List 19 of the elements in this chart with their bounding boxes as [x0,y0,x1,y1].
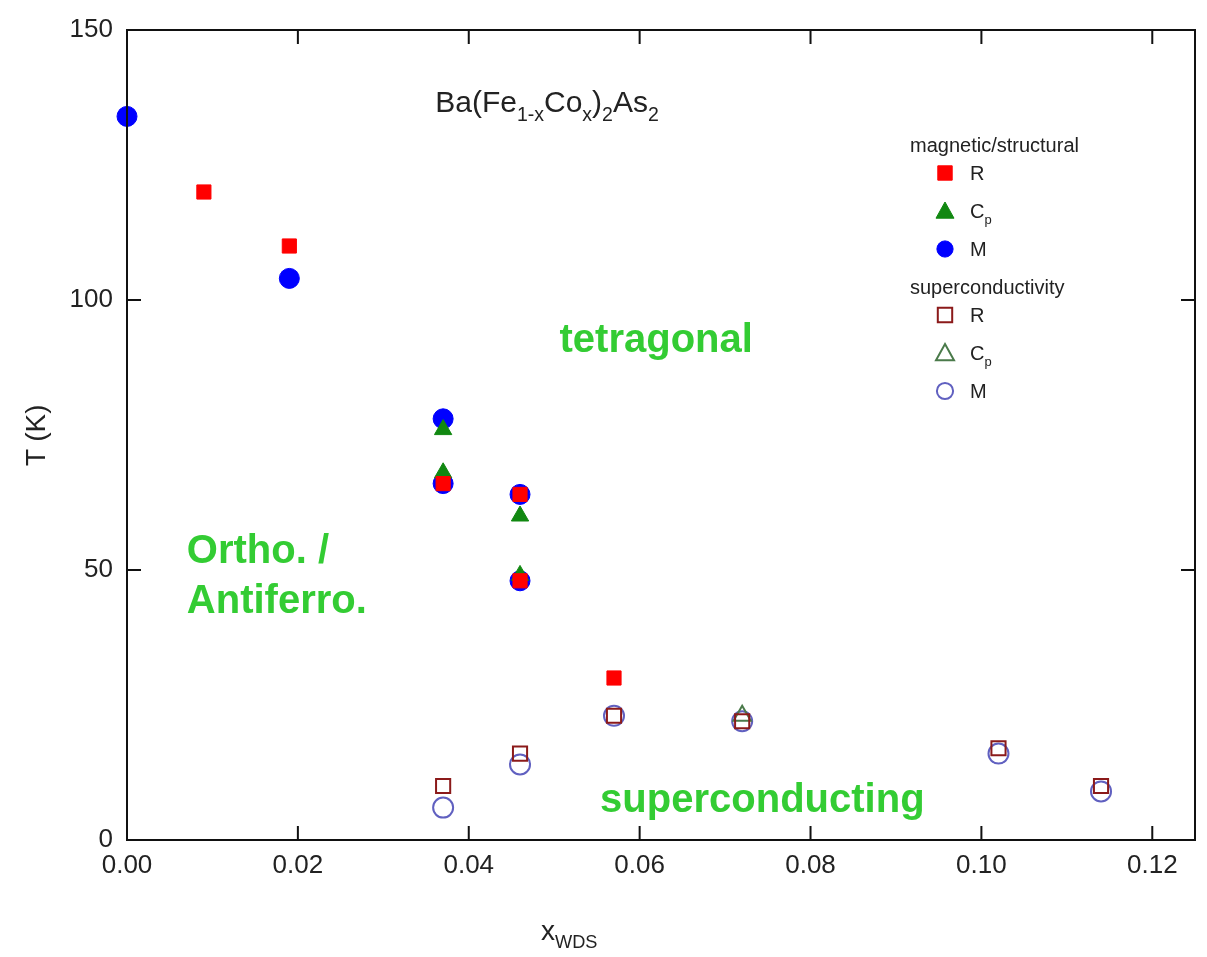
annotation: Ortho. / Antiferro. [186,526,367,621]
legend-label: M [970,238,987,260]
y-tick-label: 50 [84,553,113,584]
y-tick-label: 150 [69,13,113,44]
annotation: superconductivity [910,276,1065,298]
x-tick-label: 0.02 [272,848,324,879]
legend-label: M [970,380,987,402]
x-tick-label: 0.06 [614,848,665,879]
legend-label: R [970,304,985,326]
x-tick-label: 0.12 [1126,848,1178,879]
x-tick-label: 0.08 [785,848,836,879]
annotation: tetragonal [559,316,753,361]
y-tick-label: 100 [69,283,113,314]
legend-label: R [970,162,985,184]
y-axis-title: T (K) [20,404,51,467]
annotation: superconducting [600,775,925,820]
x-tick-label: 0.10 [956,848,1007,879]
x-tick-label: 0.04 [443,848,495,879]
annotation: magnetic/structural [910,134,1079,156]
